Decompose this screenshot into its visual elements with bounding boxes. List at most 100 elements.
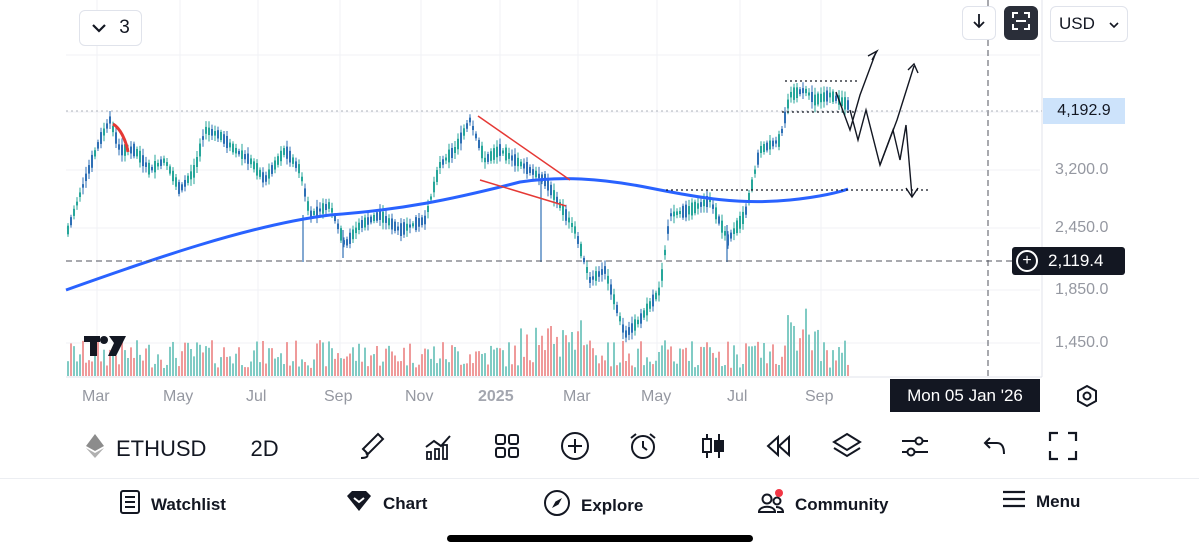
candle-body <box>403 222 405 235</box>
volume-bar <box>394 355 396 376</box>
candle-body <box>316 206 318 217</box>
volume-bar <box>280 353 282 376</box>
nav-chart[interactable]: Chart <box>345 489 427 518</box>
candle-body <box>745 206 747 215</box>
candle-body <box>199 143 201 157</box>
candle-body <box>250 158 252 165</box>
volume-bar <box>664 340 666 376</box>
candle-body <box>391 218 393 230</box>
volume-bar <box>457 351 459 376</box>
candle-body <box>421 217 423 226</box>
volume-bar <box>619 362 621 376</box>
replay-button[interactable] <box>762 431 796 465</box>
volume-bar <box>310 367 312 376</box>
volume-bar <box>472 363 474 376</box>
volume-bar <box>223 347 225 376</box>
layouts-button[interactable] <box>490 431 524 465</box>
add-button[interactable] <box>558 431 592 465</box>
candle-body <box>517 157 519 167</box>
crosshair-price-label[interactable]: + 2,119.4 <box>1012 247 1125 275</box>
volume-bar <box>754 345 756 376</box>
candle-body <box>523 163 525 169</box>
candle-body <box>331 208 333 213</box>
nav-community[interactable]: Community <box>757 489 889 520</box>
alert-button[interactable] <box>626 431 660 465</box>
expand-button[interactable] <box>1046 431 1080 465</box>
chart-canvas[interactable]: 3 USD 4,192.9 3,200.0 2,450.0 1,850.0 1,… <box>0 0 1199 412</box>
candle-body <box>568 217 570 223</box>
compass-icon <box>543 489 571 522</box>
candle-body <box>253 161 255 170</box>
candle-body <box>772 140 774 147</box>
volume-bar <box>103 349 105 376</box>
volume-bar <box>370 355 372 376</box>
symbol-selector[interactable]: ETHUSD 2D <box>84 433 279 464</box>
layers-button[interactable] <box>830 431 864 465</box>
candle-body <box>676 211 678 216</box>
grid-icon <box>494 433 520 464</box>
candle-body <box>118 144 120 150</box>
nav-menu[interactable]: Menu <box>1002 489 1080 514</box>
volume-bar <box>349 353 351 376</box>
candle-body <box>289 150 291 163</box>
volume-bar <box>181 351 183 376</box>
volume-bar <box>133 357 135 376</box>
candle-body <box>532 169 534 175</box>
volume-bar <box>670 346 672 376</box>
volume-bar <box>652 364 654 376</box>
candle-body <box>721 220 723 233</box>
candle-body <box>340 228 342 241</box>
volume-bar <box>757 341 759 376</box>
price-chart[interactable] <box>0 0 1199 412</box>
fullscreen-button[interactable] <box>1004 6 1038 40</box>
settings-hexagon-icon[interactable] <box>1075 384 1099 408</box>
volume-bar <box>841 352 843 376</box>
add-icon[interactable]: + <box>1016 250 1038 272</box>
candle-body <box>784 111 786 124</box>
volume-bar <box>676 363 678 376</box>
nav-watchlist[interactable]: Watchlist <box>119 489 226 520</box>
brush-button[interactable] <box>354 431 388 465</box>
volume-bar <box>328 341 330 376</box>
volume-bar <box>415 367 417 376</box>
volume-bar <box>688 360 690 376</box>
volume-bar <box>427 349 429 376</box>
expand-icon <box>1048 431 1078 466</box>
candle-body <box>766 142 768 151</box>
candle-body <box>664 249 666 256</box>
candle-body <box>487 154 489 162</box>
currency-selector[interactable]: USD <box>1050 6 1128 42</box>
timeframe-label[interactable]: 2D <box>250 435 279 461</box>
nav-explore[interactable]: Explore <box>543 489 643 522</box>
candle-body <box>832 91 834 102</box>
candle-body <box>640 313 642 324</box>
volume-bar <box>832 350 834 376</box>
interval-selector[interactable]: 3 <box>79 10 142 46</box>
volume-bar <box>337 353 339 376</box>
candle-body <box>751 179 753 190</box>
chart-type-button[interactable] <box>696 431 730 465</box>
candle-body <box>646 303 648 316</box>
volume-bar <box>445 359 447 376</box>
volume-bar <box>568 342 570 376</box>
community-icon <box>757 489 785 520</box>
volume-bar <box>112 354 114 376</box>
candle-body <box>520 161 522 167</box>
candle-body <box>169 166 171 174</box>
scroll-down-button[interactable] <box>962 6 996 40</box>
indicators-button[interactable] <box>421 431 455 465</box>
home-indicator[interactable] <box>447 535 753 542</box>
volume-bar <box>331 348 333 376</box>
candle-body <box>592 276 594 280</box>
candle-body <box>718 216 720 224</box>
volume-bar <box>217 367 219 376</box>
volume-bar <box>274 358 276 376</box>
candle-body <box>715 207 717 220</box>
candle-body <box>823 92 825 102</box>
volume-bar <box>796 350 798 376</box>
undo-button[interactable] <box>978 431 1012 465</box>
settings-button[interactable] <box>898 431 932 465</box>
candle-body <box>670 213 672 217</box>
candle-body <box>382 211 384 223</box>
volume-bar <box>418 364 420 376</box>
